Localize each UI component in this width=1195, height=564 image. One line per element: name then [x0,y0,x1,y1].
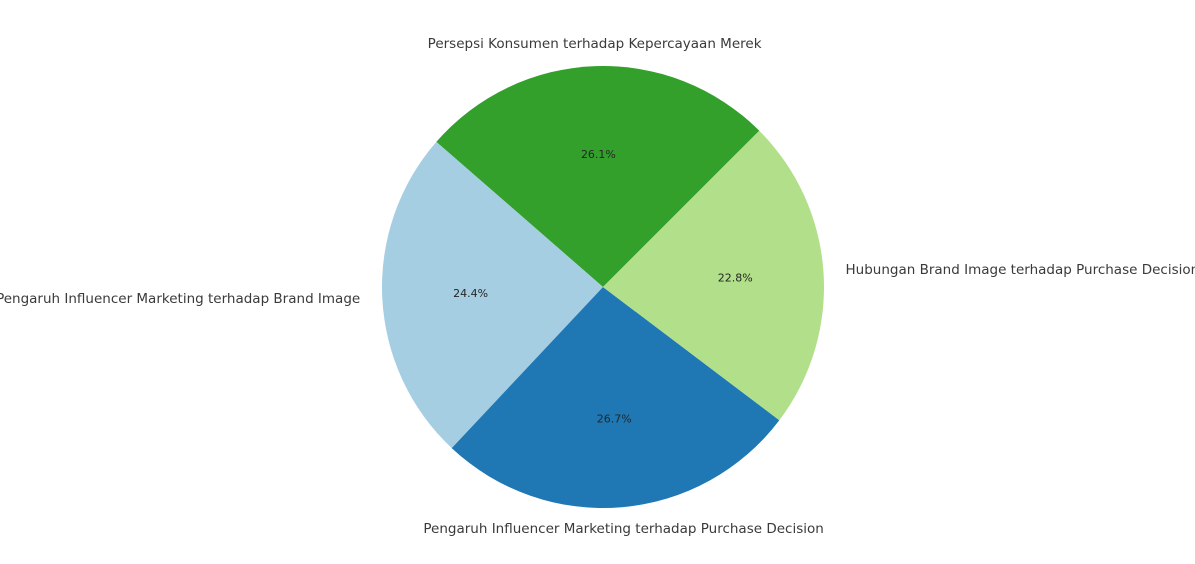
pie-category-labels: Persepsi Konsumen terhadap Kepercayaan M… [0,36,1195,537]
pie-slice-hubungan-brand-image-terhadap-purchase-decision [603,130,824,421]
pie-percentage-label: 24.4% [453,287,488,300]
pie-slices [382,66,824,509]
pie-category-label: Pengaruh Influencer Marketing terhadap B… [0,291,360,307]
pie-percentage-label: 22.8% [718,271,753,284]
pie-slice-pengaruh-influencer-marketing-terhadap-purchase-decision [451,287,780,509]
pie-category-label: Hubungan Brand Image terhadap Purchase D… [846,262,1195,278]
pie-category-label: Pengaruh Influencer Marketing terhadap P… [423,521,823,537]
pie-percentage-label: 26.1% [581,148,616,161]
pie-percentage-label: 26.7% [597,413,632,426]
pie-slice-pengaruh-influencer-marketing-terhadap-brand-image [382,141,603,449]
pie-percentage-labels: 26.1% 24.4% 26.7% 22.8% [453,148,753,426]
pie-slice-persepsi-konsumen-terhadap-kepercayaan-merek [436,66,760,288]
pie-category-label: Persepsi Konsumen terhadap Kepercayaan M… [428,36,762,52]
